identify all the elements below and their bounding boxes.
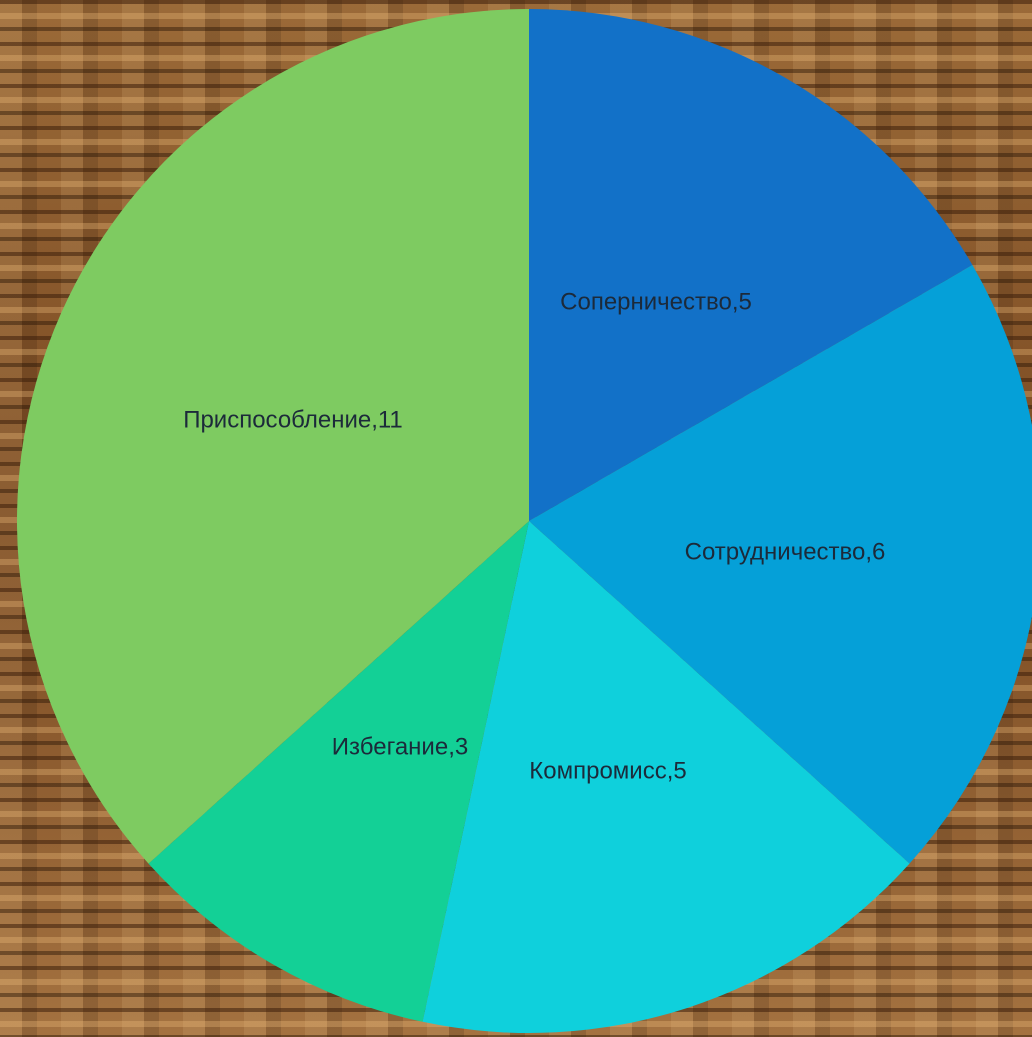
pie-slices	[17, 9, 1032, 1033]
pie-slice-Компромисс	[422, 521, 910, 1033]
pie-slice-Приспособление	[17, 9, 529, 864]
pie-slice-Сотрудничество	[529, 265, 1032, 864]
slice-label-sopernichestvo: Соперничество,5	[560, 288, 752, 315]
slice-label-prisposoblenie: Приспособление,11	[183, 406, 403, 433]
slice-label-kompromiss: Компромисс,5	[529, 757, 686, 784]
pie-slice-Избегание	[148, 521, 529, 1022]
pie-slice-Соперничество	[529, 9, 973, 521]
slice-label-izbeganie: Избегание,3	[332, 733, 468, 760]
pie-labels: Соперничество,5 Сотрудничество,6 Компром…	[183, 288, 885, 784]
slice-label-sotrudnichestvo: Сотрудничество,6	[685, 538, 886, 565]
